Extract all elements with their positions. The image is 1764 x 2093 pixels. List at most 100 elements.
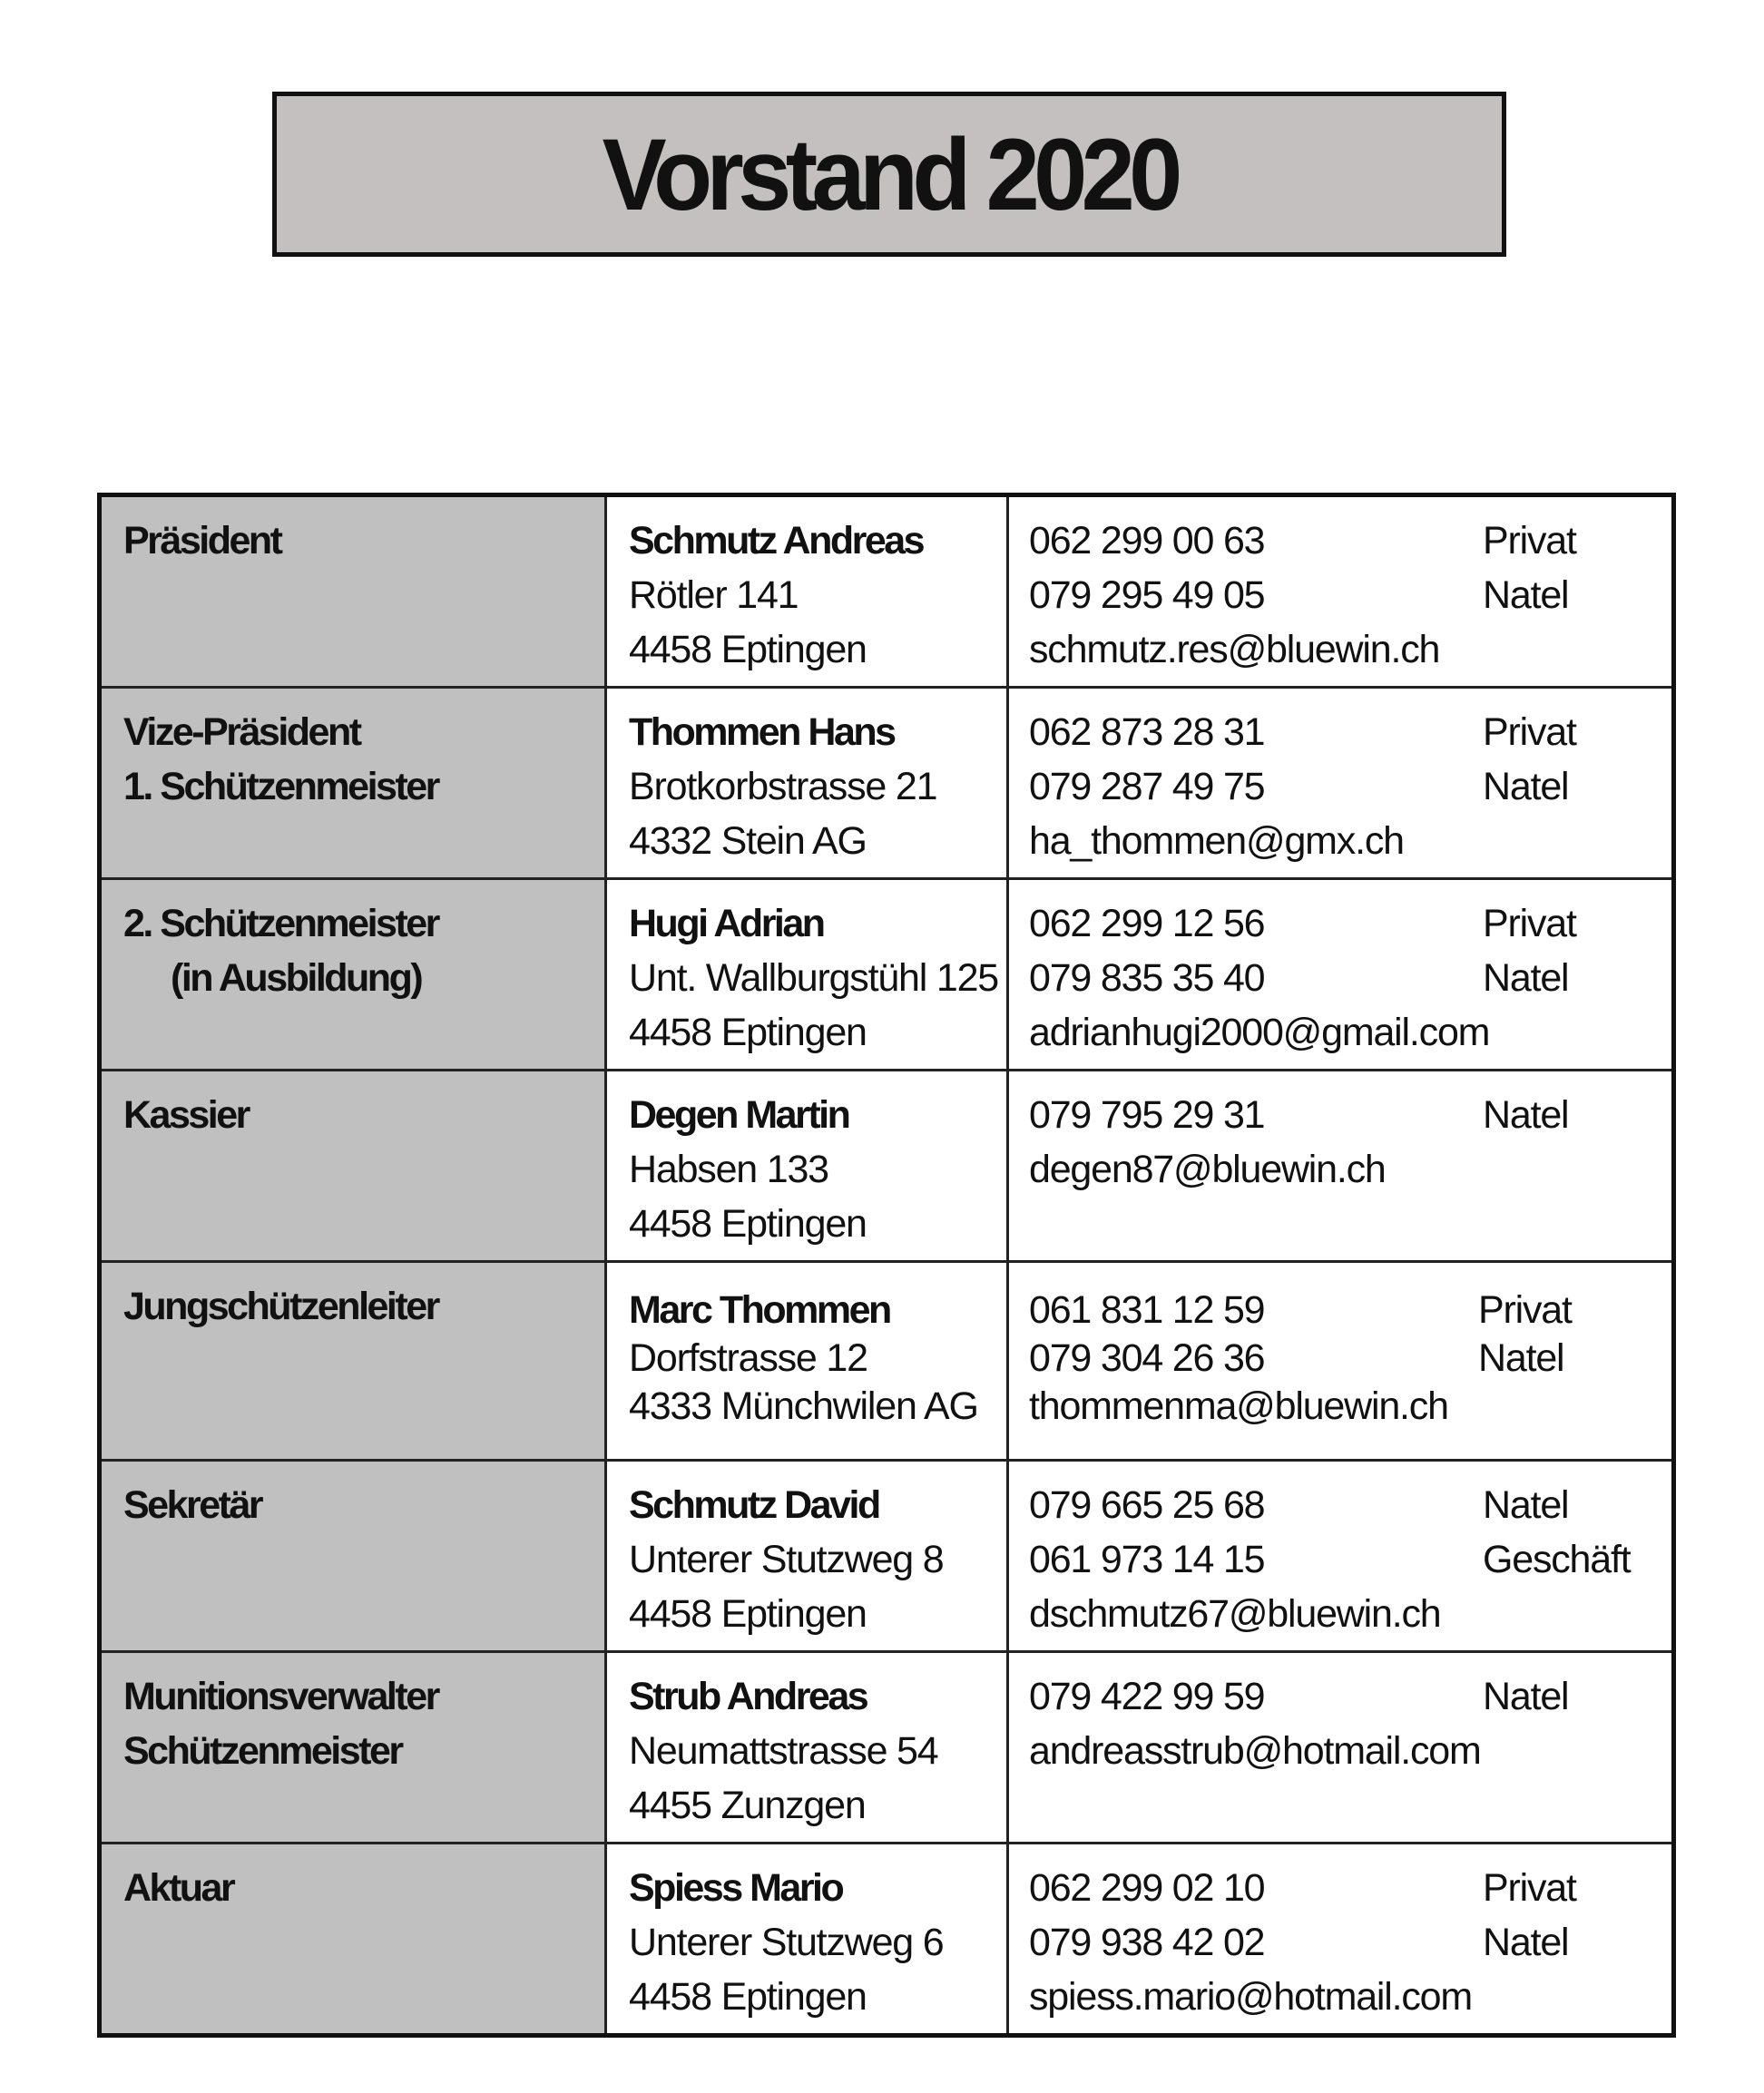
contact-line: 079 938 42 02 Natel — [1029, 1915, 1671, 1970]
phone-number: 061 831 12 59 — [1029, 1288, 1266, 1332]
phone-number: 079 287 49 75 — [1029, 765, 1266, 808]
table-row: 2. Schützenmeister (in Ausbildung) Hugi Ad… — [99, 877, 1674, 1071]
address-line: 4458 Eptingen — [629, 1975, 867, 2019]
address-line: 4332 Stein AG — [629, 819, 867, 863]
contact-line: 079 795 29 31 Natel — [1029, 1088, 1671, 1142]
contact-line: degen87@bluewin.ch — [1029, 1142, 1671, 1197]
address-line: 4458 Eptingen — [629, 1202, 867, 1246]
contact-line: spiess.mario@hotmail.com — [1029, 1970, 1671, 2024]
role-cell: Jungschützenleiter — [99, 1260, 607, 1461]
contact-line: 061 973 14 15 Geschäft — [1029, 1532, 1671, 1587]
address-line: Unt. Wallburgstühl 125 — [629, 956, 999, 1000]
title-box: Vorstand 2020 — [272, 92, 1506, 257]
phone-number: 079 938 42 02 — [1029, 1921, 1266, 1964]
phone-type: Natel — [1483, 1675, 1570, 1718]
person-cell: Marc Thommen Dorfstrasse 12 4333 Münchwile… — [605, 1260, 1009, 1461]
table-row: Sekretär Schmutz David Unterer Stutzweg 8 4… — [99, 1459, 1674, 1652]
role-label: 1. Schützenmeister — [123, 765, 440, 808]
role-label: (in Ausbildung) — [171, 956, 424, 1000]
role-cell: Präsident — [99, 494, 607, 688]
contact-line: 079 304 26 36 Natel — [1029, 1335, 1671, 1383]
contact-line: 079 295 49 05 Natel — [1029, 568, 1671, 622]
member-name: Spiess Mario — [629, 1866, 845, 1910]
address-line: Habsen 133 — [629, 1148, 829, 1191]
role-cell: Sekretär — [99, 1459, 607, 1652]
phone-number: 062 873 28 31 — [1029, 710, 1266, 754]
contact-line: 079 422 99 59 Natel — [1029, 1669, 1671, 1724]
phone-type: Privat — [1483, 710, 1577, 754]
member-name: Hugi Adrian — [629, 902, 826, 945]
phone-number: 062 299 02 10 — [1029, 1866, 1266, 1910]
role-label: Jungschützenleiter — [123, 1285, 440, 1328]
address-line: Rötler 141 — [629, 573, 799, 617]
role-label: 2. Schützenmeister — [123, 902, 440, 945]
email-link[interactable]: andreasstrub@hotmail.com — [1029, 1729, 1482, 1773]
contact-cell: 062 873 28 31 Privat 079 287 49 75 Natel ha_… — [1007, 686, 1674, 879]
contact-cell: 062 299 02 10 Privat 079 938 42 02 Natel spi… — [1007, 1842, 1674, 2036]
phone-number: 079 304 26 36 — [1029, 1336, 1266, 1380]
email-link[interactable]: ha_thommen@gmx.ch — [1029, 819, 1405, 863]
phone-number: 079 835 35 40 — [1029, 956, 1266, 1000]
member-name: Schmutz David — [629, 1483, 881, 1527]
phone-type: Natel — [1478, 1336, 1565, 1380]
member-name: Strub Andreas — [629, 1675, 869, 1718]
contact-line: 079 287 49 75 Natel — [1029, 759, 1671, 814]
phone-type: Privat — [1483, 1866, 1577, 1910]
role-label: Munitionsverwalter — [123, 1675, 440, 1718]
role-label: Aktuar — [123, 1866, 236, 1910]
email-link[interactable]: adrianhugi2000@gmail.com — [1029, 1011, 1490, 1054]
email-link[interactable]: spiess.mario@hotmail.com — [1029, 1975, 1473, 2019]
member-name: Thommen Hans — [629, 710, 897, 754]
phone-type: Natel — [1483, 765, 1570, 808]
address-line: 4458 Eptingen — [629, 1011, 867, 1054]
person-cell: Strub Andreas Neumattstrasse 54 4455 Zunzg… — [605, 1650, 1009, 1844]
contact-line: thommenma@bluewin.ch — [1029, 1383, 1671, 1431]
member-name: Degen Martin — [629, 1093, 851, 1137]
contact-cell: 079 422 99 59 Natel andreasstrub@hotmail.c… — [1007, 1650, 1674, 1844]
phone-type: Natel — [1483, 573, 1570, 617]
contact-cell: 062 299 12 56 Privat 079 835 35 40 Natel adr… — [1007, 877, 1674, 1071]
person-cell: Schmutz Andreas Rötler 141 4458 Eptingen — [605, 494, 1009, 688]
role-label: Schützenmeister — [123, 1729, 404, 1773]
email-link[interactable]: schmutz.res@bluewin.ch — [1029, 628, 1440, 671]
contact-line: 079 665 25 68 Natel — [1029, 1478, 1671, 1532]
contact-line: 062 299 00 63 Privat — [1029, 513, 1671, 568]
contact-cell: 079 665 25 68 Natel 061 973 14 15 Geschäft d… — [1007, 1459, 1674, 1652]
address-line: Brotkorbstrasse 21 — [629, 765, 937, 808]
person-cell: Hugi Adrian Unt. Wallburgstühl 125 4458 Ep… — [605, 877, 1009, 1071]
phone-type: Privat — [1483, 519, 1577, 562]
person-cell: Thommen Hans Brotkorbstrasse 21 4332 Stein… — [605, 686, 1009, 879]
contact-line: dschmutz67@bluewin.ch — [1029, 1587, 1671, 1641]
contact-line: schmutz.res@bluewin.ch — [1029, 622, 1671, 677]
phone-type: Natel — [1483, 956, 1570, 1000]
role-cell: 2. Schützenmeister (in Ausbildung) — [99, 877, 607, 1071]
contact-line: 062 299 02 10 Privat — [1029, 1861, 1671, 1915]
person-cell: Schmutz David Unterer Stutzweg 8 4458 Epti… — [605, 1459, 1009, 1652]
contact-line: 079 835 35 40 Natel — [1029, 951, 1671, 1005]
phone-number: 062 299 00 63 — [1029, 519, 1266, 562]
person-cell: Degen Martin Habsen 133 4458 Eptingen — [605, 1069, 1009, 1262]
role-cell: Vize-Präsident 1. Schützenmeister — [99, 686, 607, 879]
email-link[interactable]: dschmutz67@bluewin.ch — [1029, 1592, 1442, 1636]
contact-cell: 062 299 00 63 Privat 079 295 49 05 Natel sch… — [1007, 494, 1674, 688]
contact-line: 062 299 12 56 Privat — [1029, 896, 1671, 951]
phone-number: 061 973 14 15 — [1029, 1538, 1266, 1581]
phone-number: 062 299 12 56 — [1029, 902, 1266, 945]
role-label: Sekretär — [123, 1483, 264, 1527]
phone-number: 079 295 49 05 — [1029, 573, 1266, 617]
contact-cell: 079 795 29 31 Natel degen87@bluewin.ch — [1007, 1069, 1674, 1262]
address-line: Neumattstrasse 54 — [629, 1729, 939, 1773]
email-link[interactable]: thommenma@bluewin.ch — [1029, 1384, 1449, 1428]
email-link[interactable]: degen87@bluewin.ch — [1029, 1148, 1387, 1191]
role-label: Kassier — [123, 1093, 250, 1137]
phone-type: Privat — [1478, 1288, 1573, 1332]
role-cell: Aktuar — [99, 1842, 607, 2036]
contact-line: 062 873 28 31 Privat — [1029, 705, 1671, 759]
phone-type: Natel — [1483, 1483, 1570, 1527]
member-name: Schmutz Andreas — [629, 519, 926, 562]
address-line: 4455 Zunzgen — [629, 1784, 867, 1827]
phone-type: Natel — [1483, 1093, 1570, 1137]
contact-line: 061 831 12 59 Privat — [1029, 1286, 1671, 1335]
address-line: 4458 Eptingen — [629, 628, 867, 671]
contact-line: ha_thommen@gmx.ch — [1029, 814, 1671, 868]
